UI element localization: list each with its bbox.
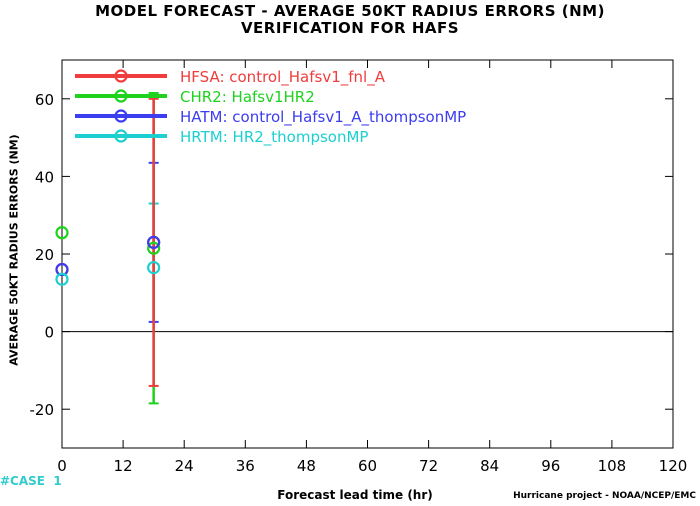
- data-point: [55, 272, 69, 286]
- data-point: [147, 260, 161, 275]
- y-axis-label-box: AVERAGE 50KT RADIUS ERRORS (NM): [4, 100, 24, 400]
- x-tick-label: 24: [175, 457, 194, 475]
- x-tick-label: 36: [236, 457, 255, 475]
- legend-label: HRTM: HR2_thompsonMP: [180, 128, 368, 147]
- case-number: 1: [53, 474, 62, 488]
- legend-label: HATM: control_Hafsv1_A_thompsonMP: [180, 108, 466, 127]
- legend-label: HFSA: control_Hafsv1_fnl_A: [180, 68, 386, 87]
- x-tick-label: 84: [480, 457, 499, 475]
- x-tick-label: 60: [358, 457, 377, 475]
- data-point: [147, 241, 161, 255]
- legend-label: CHR2: Hafsv1HR2: [180, 88, 315, 106]
- data-point: [55, 262, 69, 277]
- case-count: #CASE 1: [0, 474, 62, 488]
- x-tick-label: 0: [57, 457, 67, 475]
- y-axis-label: AVERAGE 50KT RADIUS ERRORS (NM): [7, 134, 21, 366]
- x-tick-label: 48: [297, 457, 316, 475]
- x-axis-label: Forecast lead time (hr): [277, 488, 433, 502]
- legend-swatch-marker: [114, 129, 128, 143]
- y-tick-label: -20: [30, 401, 55, 419]
- x-tick-label: 12: [114, 457, 133, 475]
- y-tick-label: 0: [44, 324, 54, 342]
- legend-swatch-marker: [114, 89, 128, 103]
- x-tick-label: 96: [541, 457, 560, 475]
- y-tick-label: 60: [35, 91, 54, 109]
- chart-subtitle: VERIFICATION FOR HAFS: [240, 19, 460, 37]
- x-tick-label: 120: [659, 457, 688, 475]
- data-point: [55, 226, 69, 240]
- x-tick-label: 108: [598, 457, 627, 475]
- y-tick-label: 20: [35, 246, 54, 264]
- credit-text: Hurricane project - NOAA/NCEP/EMC: [513, 491, 696, 501]
- data-point: [147, 235, 161, 249]
- legend-swatch-marker: [114, 69, 128, 83]
- legend-swatch-marker: [114, 109, 128, 123]
- x-tick-label: 72: [419, 457, 438, 475]
- chart-title: MODEL FORECAST - AVERAGE 50KT RADIUS ERR…: [95, 2, 605, 20]
- case-label: #CASE: [0, 474, 45, 488]
- y-tick-label: 40: [35, 168, 54, 186]
